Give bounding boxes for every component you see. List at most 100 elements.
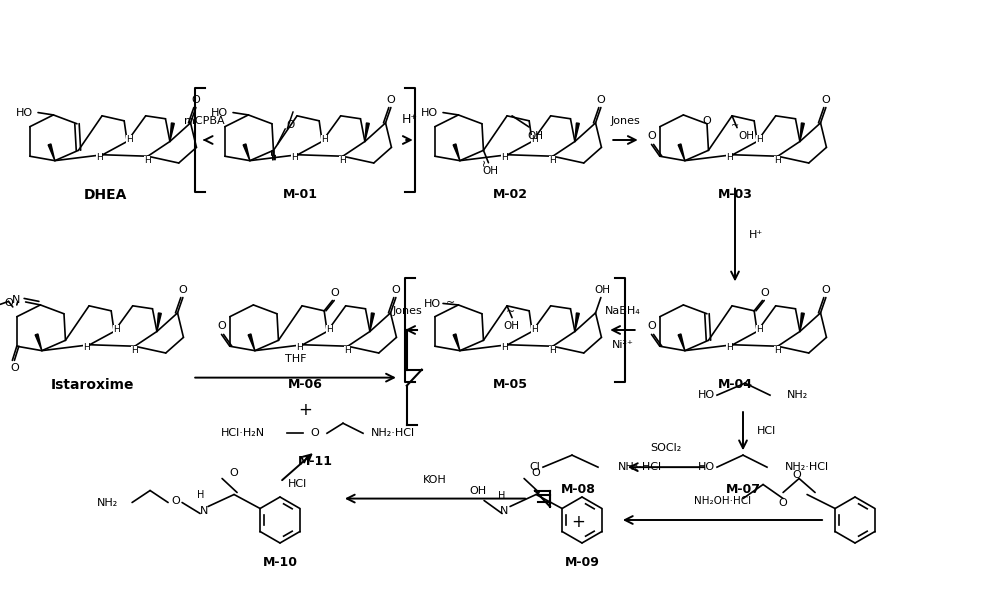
Text: Istaroxime: Istaroxime — [50, 378, 134, 392]
Text: O: O — [286, 120, 294, 130]
Text: M-04: M-04 — [718, 378, 753, 391]
Polygon shape — [678, 144, 685, 160]
Text: O: O — [793, 470, 801, 481]
Text: OH: OH — [594, 285, 610, 295]
Text: DHEA: DHEA — [83, 187, 127, 201]
Text: H: H — [531, 325, 538, 334]
Text: M-05: M-05 — [492, 378, 528, 391]
Text: H: H — [113, 325, 120, 334]
Text: OH: OH — [482, 166, 498, 176]
Polygon shape — [170, 123, 174, 142]
Text: O: O — [821, 95, 830, 104]
Text: HCl·H₂N: HCl·H₂N — [221, 428, 265, 438]
Text: NH₂·HCl: NH₂·HCl — [371, 428, 415, 438]
Text: ~: ~ — [446, 298, 456, 308]
Text: O: O — [702, 116, 711, 126]
Text: N: N — [12, 295, 21, 305]
Text: O: O — [311, 428, 319, 438]
Text: O: O — [217, 321, 226, 331]
Text: OH: OH — [503, 321, 519, 331]
Text: O: O — [391, 285, 400, 295]
Text: O: O — [760, 288, 769, 298]
Polygon shape — [800, 123, 804, 142]
Text: H: H — [296, 343, 302, 351]
Text: NH₂: NH₂ — [787, 390, 808, 400]
Text: HCl: HCl — [757, 426, 776, 436]
Text: H: H — [83, 343, 89, 351]
Polygon shape — [35, 334, 42, 351]
Text: O: O — [230, 468, 238, 478]
Text: H: H — [501, 343, 507, 351]
Text: HO: HO — [16, 107, 33, 118]
Text: H: H — [774, 156, 781, 165]
Text: H: H — [756, 135, 763, 143]
Text: H: H — [501, 152, 507, 162]
Text: NH₂·HCl: NH₂·HCl — [618, 462, 662, 472]
Text: M-01: M-01 — [283, 188, 318, 201]
Text: H: H — [726, 343, 732, 351]
Text: H: H — [326, 325, 333, 334]
Polygon shape — [575, 123, 579, 142]
Text: Jones: Jones — [611, 116, 640, 126]
Text: H: H — [756, 325, 763, 334]
Text: ~: ~ — [505, 307, 515, 317]
Text: OH: OH — [738, 131, 754, 141]
Text: +: + — [298, 401, 312, 418]
Text: +: + — [571, 513, 585, 531]
Text: H: H — [197, 490, 205, 500]
Text: HO: HO — [421, 107, 438, 118]
Text: H: H — [549, 156, 556, 165]
Text: M-07: M-07 — [726, 483, 761, 496]
Polygon shape — [453, 334, 460, 351]
Polygon shape — [800, 313, 804, 331]
Text: H: H — [549, 346, 556, 355]
Text: M-11: M-11 — [298, 454, 332, 468]
Text: Jones: Jones — [393, 306, 422, 316]
Text: H: H — [96, 152, 102, 162]
Text: O: O — [191, 95, 200, 104]
Text: mCPBA: mCPBA — [184, 116, 224, 126]
Text: O: O — [821, 285, 830, 295]
Text: M-10: M-10 — [262, 556, 298, 569]
Text: O: O — [647, 321, 656, 331]
Text: HO: HO — [698, 462, 715, 472]
Text: NH₂OH·HCl: NH₂OH·HCl — [694, 496, 751, 506]
Text: H: H — [321, 135, 328, 143]
Text: H⁺: H⁺ — [749, 230, 763, 240]
Text: H: H — [339, 156, 346, 165]
Text: M-02: M-02 — [492, 188, 528, 201]
Text: H: H — [344, 346, 351, 355]
Text: O: O — [647, 132, 656, 142]
Polygon shape — [243, 144, 250, 160]
Text: Ni²⁺: Ni²⁺ — [612, 340, 633, 350]
Text: M-08: M-08 — [561, 483, 595, 496]
Text: O: O — [596, 95, 605, 104]
Text: H: H — [726, 152, 732, 162]
Text: M-03: M-03 — [718, 188, 752, 201]
Text: O: O — [330, 288, 339, 298]
Text: HO: HO — [424, 299, 441, 309]
Text: Cl: Cl — [529, 462, 540, 472]
Polygon shape — [678, 334, 685, 351]
Text: HCl: HCl — [288, 479, 307, 489]
Text: H: H — [144, 156, 151, 165]
Text: THF: THF — [285, 354, 306, 364]
Text: NH₂·HCl: NH₂·HCl — [785, 462, 829, 472]
Text: ~: ~ — [480, 158, 490, 167]
Text: NaBH₄: NaBH₄ — [605, 306, 640, 316]
Text: OH: OH — [470, 487, 487, 497]
Text: H: H — [126, 135, 133, 143]
Text: H: H — [531, 135, 538, 143]
Text: O: O — [172, 495, 180, 506]
Text: H⁺: H⁺ — [401, 113, 417, 126]
Polygon shape — [365, 123, 369, 142]
Text: SOCl₂: SOCl₂ — [650, 443, 682, 453]
Text: O: O — [178, 285, 187, 295]
Polygon shape — [157, 313, 161, 331]
Text: NH₂: NH₂ — [97, 498, 118, 508]
Text: O: O — [386, 95, 395, 104]
Text: H: H — [498, 492, 506, 501]
Text: OH: OH — [527, 131, 543, 140]
Polygon shape — [48, 144, 55, 160]
Text: KOH: KOH — [423, 475, 447, 484]
